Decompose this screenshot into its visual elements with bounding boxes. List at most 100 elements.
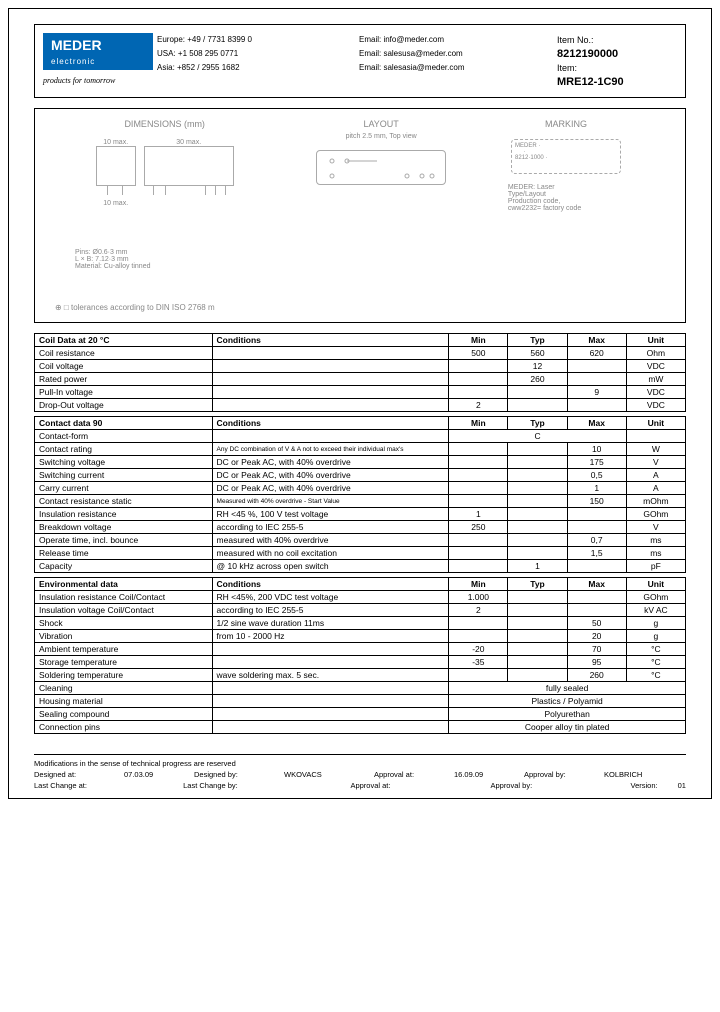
table-row: Coil voltage12VDC	[35, 360, 686, 373]
th-unit: Unit	[626, 334, 685, 347]
min-cell	[449, 386, 508, 399]
cond-cell: Any DC combination of V & A not to excee…	[212, 443, 449, 456]
param-cell: Connection pins	[35, 721, 213, 734]
param-cell: Contact resistance static	[35, 495, 213, 508]
header-box: MEDER electronic products for tomorrow E…	[34, 24, 686, 98]
item-name: MRE12-1C90	[557, 75, 677, 89]
span-cell: C	[449, 430, 627, 443]
min-cell	[449, 617, 508, 630]
contact-title: Contact data 90	[35, 417, 213, 430]
param-cell: Sealing compound	[35, 708, 213, 721]
dim-box-front	[144, 146, 234, 186]
max-cell	[567, 560, 626, 573]
marking-box: MEDER · ·8212·1000 ·	[511, 139, 621, 174]
min-cell	[449, 630, 508, 643]
param-cell: Insulation voltage Coil/Contact	[35, 604, 213, 617]
max-cell: 175	[567, 456, 626, 469]
param-cell: Coil voltage	[35, 360, 213, 373]
cond-cell	[212, 373, 449, 386]
cond-cell: RH <45 %, 100 V test voltage	[212, 508, 449, 521]
table-row: Housing materialPlastics / Polyamid	[35, 695, 686, 708]
th-min: Min	[449, 578, 508, 591]
typ-cell	[508, 643, 567, 656]
dimension-drawing: 10 max. 10 max. 30 max.	[45, 139, 284, 239]
cond-cell: @ 10 kHz across open switch	[212, 560, 449, 573]
span-cell: Polyurethan	[449, 708, 686, 721]
th-conditions: Conditions	[212, 578, 449, 591]
typ-cell	[508, 469, 567, 482]
item-no: 8212190000	[557, 47, 677, 61]
unit-cell: pF	[626, 560, 685, 573]
table-row: Contact resistance staticMeasured with 4…	[35, 495, 686, 508]
max-cell	[567, 508, 626, 521]
unit-cell: g	[626, 630, 685, 643]
max-cell	[567, 399, 626, 412]
max-cell: 620	[567, 347, 626, 360]
unit-cell: Ohm	[626, 347, 685, 360]
unit-cell: mOhm	[626, 495, 685, 508]
cond-cell: from 10 - 2000 Hz	[212, 630, 449, 643]
cond-cell: RH <45%, 200 VDC test voltage	[212, 591, 449, 604]
param-cell: Release time	[35, 547, 213, 560]
typ-cell: 260	[508, 373, 567, 386]
min-cell	[449, 373, 508, 386]
param-cell: Coil resistance	[35, 347, 213, 360]
min-cell	[449, 360, 508, 373]
table-row: Sealing compound Polyurethan	[35, 708, 686, 721]
company-logo: MEDER	[43, 33, 153, 57]
dim-h-label: 10 max.	[96, 200, 136, 207]
min-cell	[449, 495, 508, 508]
unit-cell: W	[626, 443, 685, 456]
min-cell: 2	[449, 399, 508, 412]
unit-cell: A	[626, 469, 685, 482]
param-cell: Vibration	[35, 630, 213, 643]
param-cell: Housing material	[35, 695, 213, 708]
email-asia: Email: salesasia@meder.com	[359, 61, 553, 75]
max-cell: 1,5	[567, 547, 626, 560]
typ-cell	[508, 399, 567, 412]
min-cell	[449, 482, 508, 495]
coil-data-table: Coil Data at 20 °C Conditions Min Typ Ma…	[34, 333, 686, 412]
cond-cell: according to IEC 255-5	[212, 521, 449, 534]
max-cell	[567, 373, 626, 386]
table-row: Shock1/2 sine wave duration 11ms50g	[35, 617, 686, 630]
unit-cell: GOhm	[626, 591, 685, 604]
min-cell: 1.000	[449, 591, 508, 604]
version-lbl: Version:	[631, 781, 658, 790]
typ-cell	[508, 482, 567, 495]
unit-cell: V	[626, 521, 685, 534]
cond-cell: DC or Peak AC, with 40% overdrive	[212, 469, 449, 482]
typ-cell	[508, 669, 567, 682]
cond-cell: Measured with 40% overdrive - Start Valu…	[212, 495, 449, 508]
table-row: Breakdown voltageaccording to IEC 255-52…	[35, 521, 686, 534]
contact-europe: Europe: +49 / 7731 8399 0	[157, 33, 351, 47]
unit-cell: VDC	[626, 386, 685, 399]
approval-by: KOLBRICH	[604, 770, 642, 779]
max-cell: 70	[567, 643, 626, 656]
th-typ: Typ	[508, 334, 567, 347]
table-row: Operate time, incl. bouncemeasured with …	[35, 534, 686, 547]
min-cell: 2	[449, 604, 508, 617]
tolerance-note: ⊕ □ tolerances according to DIN ISO 2768…	[55, 303, 215, 312]
dim-box-side	[96, 146, 136, 186]
unit-cell: kV AC	[626, 604, 685, 617]
param-cell: Cleaning	[35, 682, 213, 695]
min-cell: 250	[449, 521, 508, 534]
typ-cell: 12	[508, 360, 567, 373]
th-conditions: Conditions	[212, 417, 449, 430]
max-cell: 260	[567, 669, 626, 682]
email-usa: Email: salesusa@meder.com	[359, 47, 553, 61]
param-cell: Insulation resistance	[35, 508, 213, 521]
typ-cell	[508, 630, 567, 643]
param-cell: Rated power	[35, 373, 213, 386]
typ-cell	[508, 495, 567, 508]
unit-cell: °C	[626, 643, 685, 656]
typ-cell: 560	[508, 347, 567, 360]
approval-by2-lbl: Approval by:	[490, 781, 545, 790]
table-row: Carry currentDC or Peak AC, with 40% ove…	[35, 482, 686, 495]
cond-cell	[212, 386, 449, 399]
typ-cell	[508, 604, 567, 617]
min-cell	[449, 456, 508, 469]
max-cell: 9	[567, 386, 626, 399]
table-row: Switching voltageDC or Peak AC, with 40%…	[35, 456, 686, 469]
